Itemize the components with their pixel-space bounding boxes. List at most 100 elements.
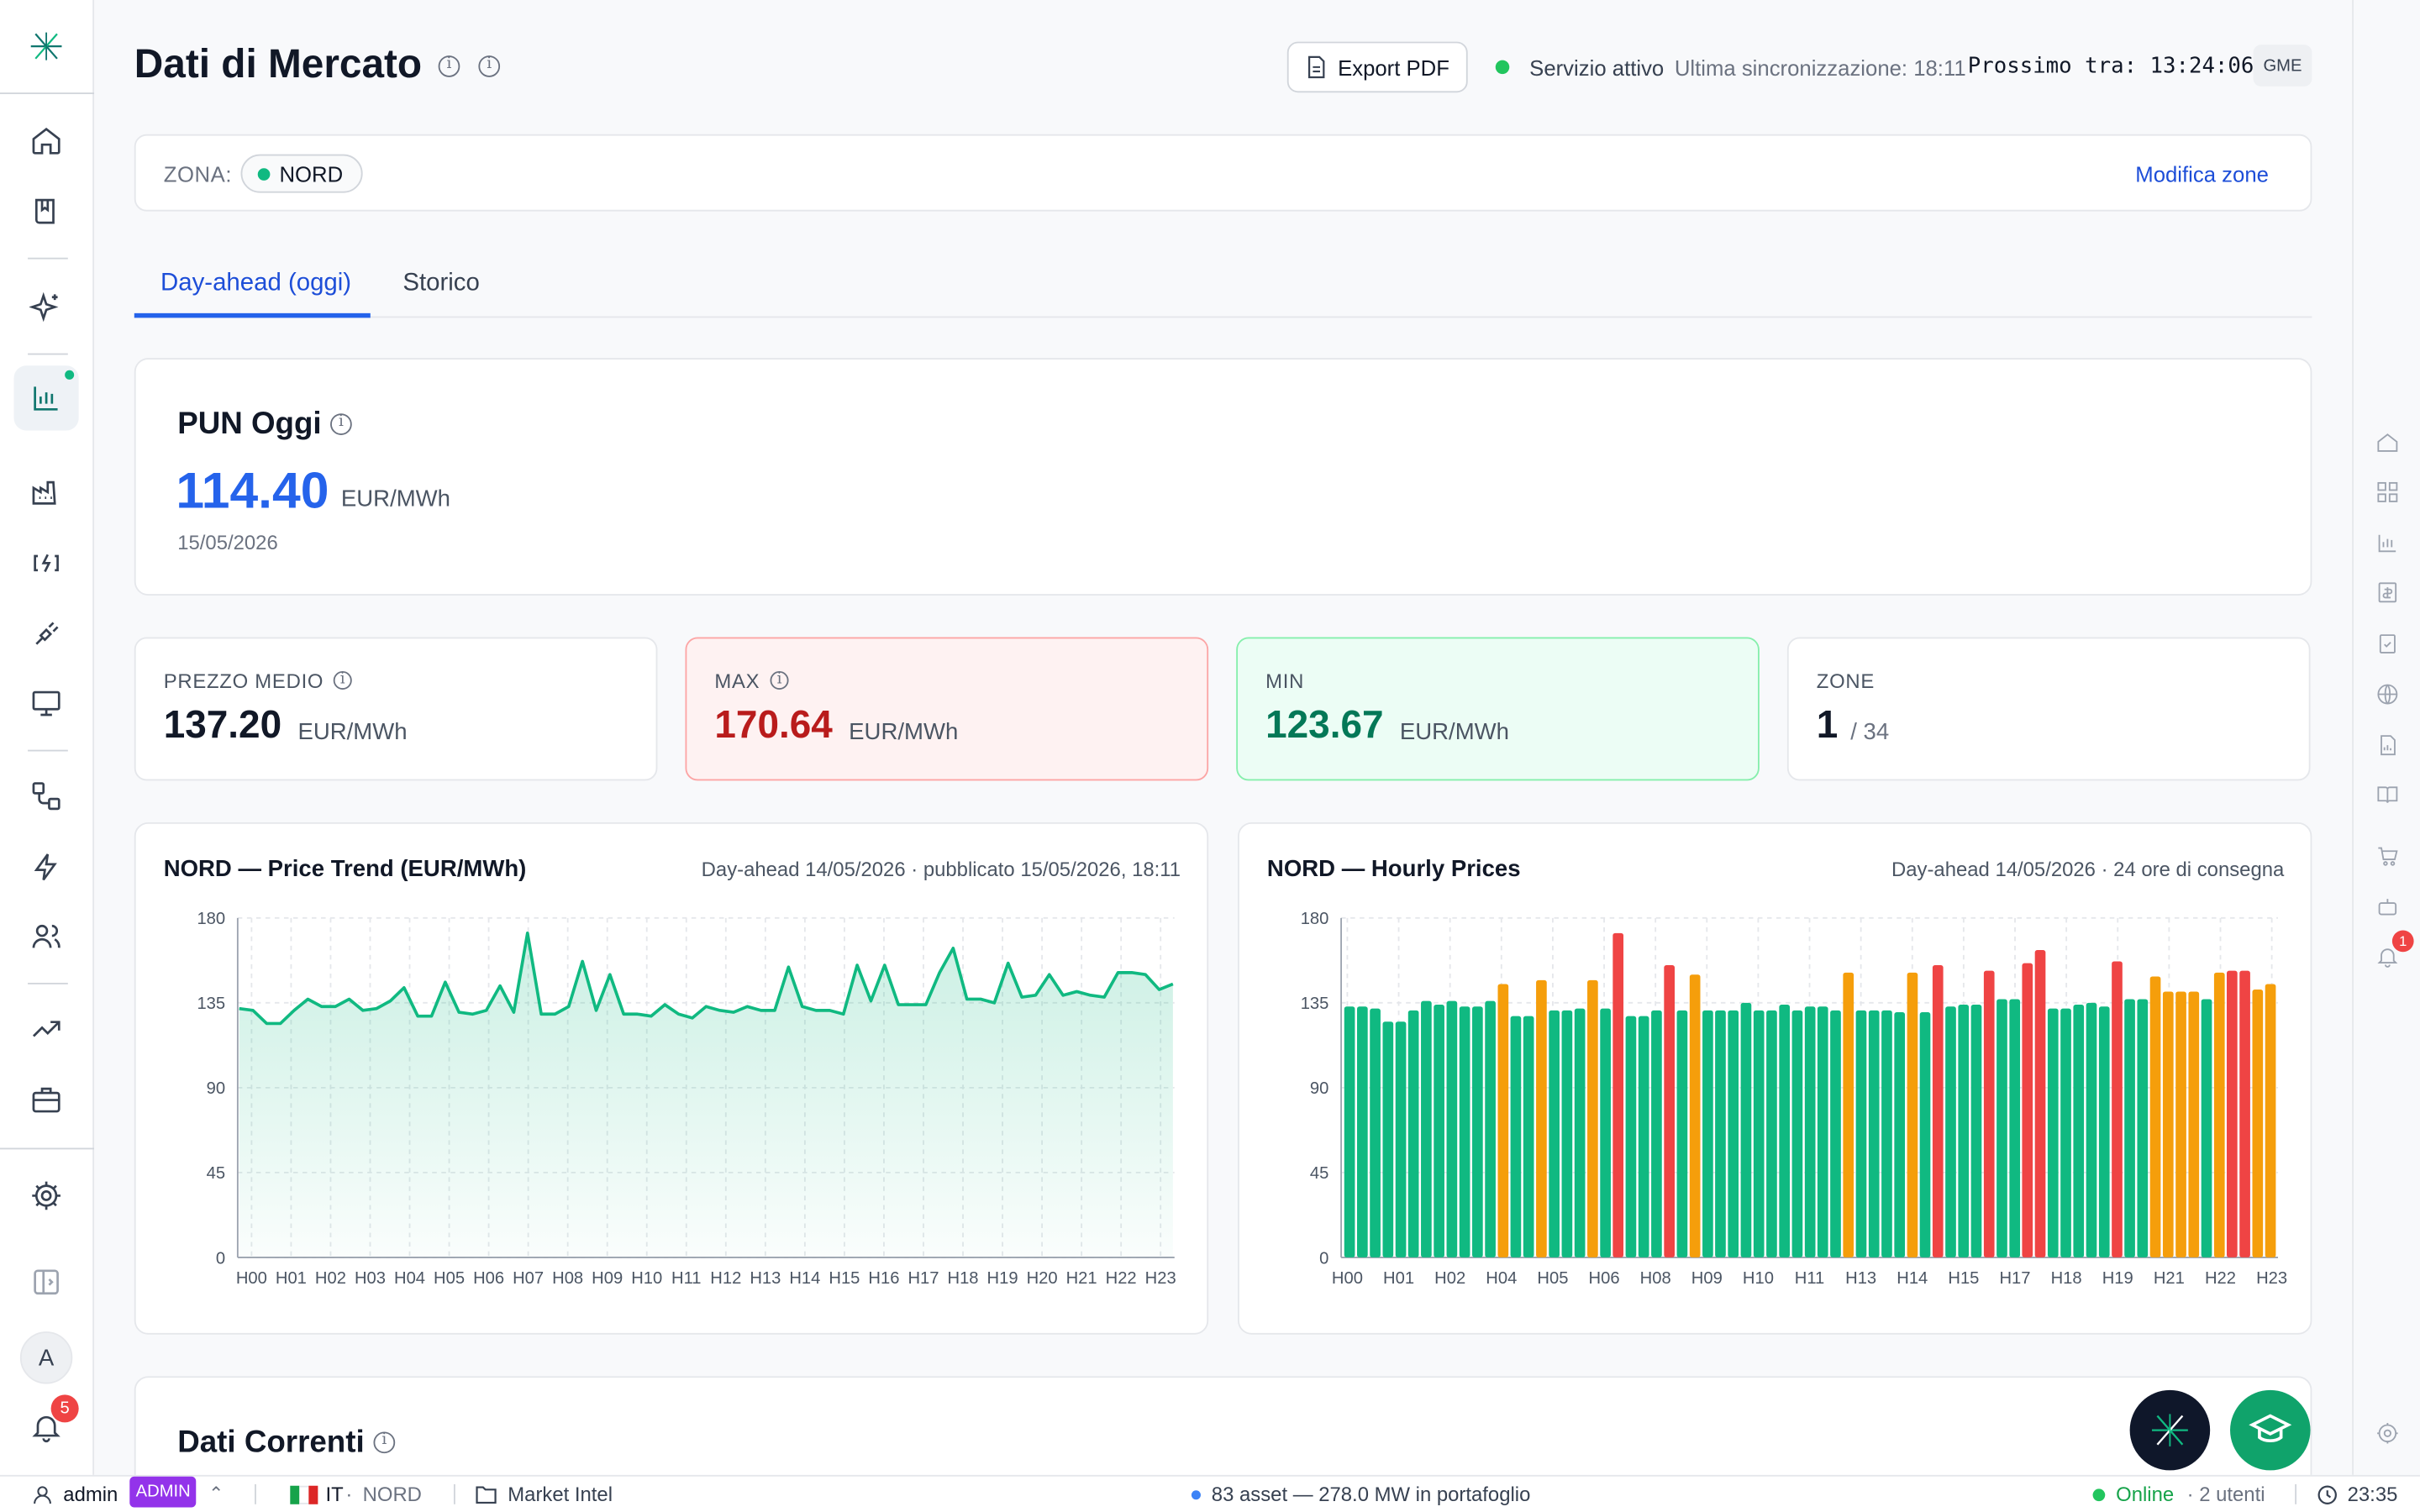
price-bar xyxy=(1753,1010,1765,1257)
edit-zones-link[interactable]: Modifica zone xyxy=(2135,161,2269,187)
x-tick-label: H00 xyxy=(236,1269,267,1288)
price-bar xyxy=(2047,1008,2059,1257)
trending-up-icon[interactable] xyxy=(22,1005,71,1054)
price-bar xyxy=(1855,1010,1867,1257)
status-folder[interactable]: Market Intel xyxy=(508,1483,613,1506)
y-tick-label: 0 xyxy=(216,1249,225,1268)
export-pdf-button[interactable]: Export PDF xyxy=(1286,41,1468,93)
pun-title: PUN Oggi xyxy=(177,407,322,442)
sidebar-divider xyxy=(28,749,68,752)
status-dot xyxy=(1495,60,1510,75)
clock-icon xyxy=(2317,1485,2337,1504)
x-tick-label: H22 xyxy=(1106,1269,1137,1288)
stat-card-zones: ZONE 1 / 34 xyxy=(1786,637,2311,781)
price-trend-card: NORD — Price Trend (EUR/MWh) Day-ahead 1… xyxy=(134,822,1209,1335)
price-bar xyxy=(1664,965,1676,1257)
briefcase-icon[interactable] xyxy=(22,1075,71,1125)
robot-icon[interactable] xyxy=(2375,895,2400,919)
zone-chip[interactable]: NORD xyxy=(240,154,364,193)
y-tick-label: 0 xyxy=(1319,1249,1328,1268)
assistant-button[interactable] xyxy=(2129,1389,2211,1471)
tab-day-ahead[interactable]: Day-ahead (oggi) xyxy=(160,270,352,297)
info-icon[interactable] xyxy=(373,1431,396,1454)
info-icon[interactable] xyxy=(770,670,789,690)
info-icon[interactable] xyxy=(330,413,352,435)
factory-icon[interactable] xyxy=(22,468,71,517)
users-icon[interactable] xyxy=(22,911,71,961)
x-tick-label: H21 xyxy=(1066,1269,1097,1288)
active-tab-underline xyxy=(134,312,371,318)
chart-subtitle: Day-ahead 14/05/2026 · 24 ore di consegn… xyxy=(1891,858,2285,881)
plug-icon[interactable] xyxy=(22,609,71,659)
bar-chart-icon[interactable] xyxy=(2375,531,2400,555)
price-bar xyxy=(1382,1021,1394,1257)
x-tick-label: H11 xyxy=(1795,1269,1825,1288)
settings-gear-icon[interactable] xyxy=(22,1171,71,1221)
logo[interactable] xyxy=(28,28,65,65)
info-icon[interactable] xyxy=(333,670,352,690)
page-title: Dati di Mercato xyxy=(134,39,423,87)
x-tick-label: H10 xyxy=(1743,1269,1774,1288)
clipboard-check-icon[interactable] xyxy=(2375,631,2400,655)
home-icon[interactable] xyxy=(2375,430,2400,454)
x-tick-label: H19 xyxy=(987,1269,1018,1288)
stat-card-min: MIN 123.67 EUR/MWh xyxy=(1236,637,1760,781)
bell-icon[interactable] xyxy=(2375,944,2400,969)
invoice-icon[interactable] xyxy=(2375,580,2400,605)
price-bar xyxy=(2149,976,2161,1257)
notification-count-badge: 5 xyxy=(50,1394,79,1423)
price-bar xyxy=(1536,979,1547,1257)
source-badge: GME xyxy=(2253,45,2312,87)
book-icon[interactable] xyxy=(22,186,71,236)
info-icon[interactable] xyxy=(438,55,460,77)
home-icon[interactable] xyxy=(22,116,71,165)
graduation-cap-icon xyxy=(2249,1414,2292,1443)
lightning-icon[interactable] xyxy=(22,843,71,892)
status-time: 23:35 xyxy=(2347,1483,2398,1506)
battery-icon[interactable] xyxy=(22,538,71,588)
price-bar xyxy=(1996,999,2007,1257)
cart-icon[interactable] xyxy=(2375,844,2400,869)
stat-value: 137.20 xyxy=(163,703,282,747)
bell-icon[interactable] xyxy=(22,1403,71,1452)
dashboard-icon[interactable] xyxy=(2375,480,2400,504)
price-bar xyxy=(2034,950,2046,1257)
document-chart-icon[interactable] xyxy=(2375,732,2400,757)
pun-card: PUN Oggi 114.40 EUR/MWh 15/05/2026 xyxy=(134,358,2312,596)
online-status: Online xyxy=(2116,1483,2175,1506)
portfolio-summary: 83 asset — 278.0 MW in portafoglio xyxy=(1211,1483,1531,1506)
price-bar xyxy=(2022,963,2033,1257)
globe-icon[interactable] xyxy=(2375,682,2400,706)
monitor-icon[interactable] xyxy=(22,679,71,728)
academy-button[interactable] xyxy=(2230,1389,2311,1471)
x-tick-label: H22 xyxy=(2205,1269,2236,1288)
x-tick-label: H16 xyxy=(868,1269,899,1288)
chevron-up-icon[interactable]: ⌃ xyxy=(208,1483,224,1504)
price-bar xyxy=(2188,991,2200,1257)
x-tick-label: H08 xyxy=(1640,1269,1671,1288)
settings-icon[interactable] xyxy=(2375,1421,2400,1446)
user-avatar[interactable]: A xyxy=(19,1331,73,1384)
stat-total: / 34 xyxy=(1850,718,1890,746)
stat-card-average: PREZZO MEDIO 137.20 EUR/MWh xyxy=(134,637,658,781)
workflow-icon[interactable] xyxy=(22,771,71,821)
collapse-sidebar-icon[interactable] xyxy=(22,1257,71,1307)
price-bar xyxy=(2239,970,2250,1257)
portfolio-dot xyxy=(1191,1490,1201,1500)
price-bar xyxy=(1434,1005,1444,1257)
info-icon[interactable] xyxy=(478,55,501,77)
service-status: Servizio attivo xyxy=(1529,55,1665,81)
tab-storico[interactable]: Storico xyxy=(402,270,480,297)
sidebar-divider xyxy=(28,982,68,984)
sparkles-icon[interactable] xyxy=(22,282,71,332)
price-bar xyxy=(1638,1016,1649,1257)
open-book-icon[interactable] xyxy=(2375,782,2400,806)
x-tick-label: H05 xyxy=(1537,1269,1568,1288)
price-bar xyxy=(1702,1010,1713,1257)
x-tick-label: H11 xyxy=(671,1269,702,1288)
sidebar-divider xyxy=(0,92,95,95)
x-tick-label: H23 xyxy=(1145,1269,1176,1288)
status-user[interactable]: admin xyxy=(63,1483,118,1506)
x-tick-label: H15 xyxy=(829,1269,860,1288)
status-country: IT xyxy=(325,1483,344,1506)
